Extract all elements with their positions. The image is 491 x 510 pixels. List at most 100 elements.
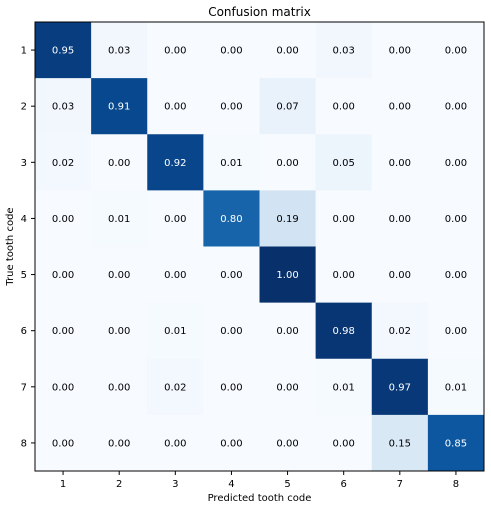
x-tick-label: 2 — [116, 479, 122, 490]
cell-value-label: 0.15 — [389, 438, 411, 449]
heatmap-cell-r4-c8 — [427, 190, 485, 247]
cell-value-label: 0.01 — [164, 326, 186, 337]
heatmap-cell-r1-c3 — [147, 22, 204, 79]
y-axis-ticks: 1 2 3 4 5 6 7 8 — [21, 46, 35, 449]
heatmap-cell-r7-c1 — [35, 358, 92, 416]
cell-value-label: 0.97 — [389, 382, 411, 393]
heatmap-cell-r8-c8 — [427, 414, 485, 472]
cell-value-label: 0.92 — [164, 158, 186, 169]
heatmap-cell-r8-c3 — [147, 414, 204, 472]
heatmap-cell-r3-c4 — [203, 134, 260, 191]
heatmap-cell-r1-c7 — [371, 22, 429, 79]
heatmap-cell-r8-c4 — [203, 414, 260, 472]
y-tick-label: 1 — [21, 46, 27, 57]
heatmap-cell-r7-c6 — [315, 358, 373, 416]
cell-value-label: 0.00 — [445, 158, 467, 169]
cell-value-label: 0.00 — [220, 270, 242, 281]
heatmap-cell-r6-c7 — [371, 302, 429, 360]
cell-value-label: 0.00 — [52, 382, 74, 393]
heatmap-cell-r6-c2 — [91, 302, 148, 360]
heatmap-cell-r1-c1 — [35, 22, 92, 79]
cell-value-label: 0.00 — [164, 102, 186, 113]
x-tick-label: 3 — [172, 479, 178, 490]
heatmap-cell-r7-c7 — [371, 358, 429, 416]
x-tick-label: 4 — [228, 479, 234, 490]
y-tick-label: 3 — [21, 158, 27, 169]
cell-value-label: 0.00 — [164, 214, 186, 225]
cell-value-label: 0.00 — [333, 438, 355, 449]
cell-value-label: 0.00 — [108, 326, 130, 337]
cell-value-label: 0.00 — [276, 46, 298, 57]
heatmap-cell-r7-c4 — [203, 358, 260, 416]
heatmap-cell-r4-c4 — [203, 190, 260, 247]
heatmap-cells — [35, 22, 485, 472]
heatmap-cell-r2-c2 — [91, 78, 148, 135]
cell-value-label: 0.00 — [389, 46, 411, 57]
cell-value-label: 0.00 — [333, 214, 355, 225]
heatmap-cell-r3-c1 — [35, 134, 92, 191]
heatmap-cell-r5-c1 — [35, 246, 92, 304]
cell-value-label: 0.00 — [276, 326, 298, 337]
cell-value-label: 0.00 — [276, 438, 298, 449]
cell-value-label: 0.00 — [389, 270, 411, 281]
heatmap-cell-r2-c1 — [35, 78, 92, 135]
y-tick-label: 8 — [21, 438, 27, 449]
heatmap-cell-r7-c8 — [427, 358, 485, 416]
cell-value-label: 0.00 — [389, 158, 411, 169]
heatmap-cell-r3-c2 — [91, 134, 148, 191]
chart-title: Confusion matrix — [208, 5, 311, 19]
cell-value-label: 0.00 — [108, 382, 130, 393]
cell-value-label: 0.00 — [276, 158, 298, 169]
cell-value-label: 0.00 — [220, 102, 242, 113]
heatmap-cell-r1-c8 — [427, 22, 485, 79]
heatmap-cell-r6-c3 — [147, 302, 204, 360]
cell-value-label: 1.00 — [276, 270, 298, 281]
x-tick-label: 6 — [341, 479, 347, 490]
cell-value-label: 0.98 — [333, 326, 355, 337]
heatmap-cell-r8-c2 — [91, 414, 148, 472]
heatmap-cell-r8-c5 — [259, 414, 317, 472]
x-axis-label: Predicted tooth code — [208, 493, 312, 504]
heatmap-cell-r4-c6 — [315, 190, 373, 247]
x-axis-ticks: 1 2 3 4 5 6 7 8 — [60, 471, 459, 490]
cell-value-label: 0.02 — [52, 158, 74, 169]
cell-value-label: 0.00 — [220, 46, 242, 57]
heatmap-cell-r2-c3 — [147, 78, 204, 135]
cell-value-label: 0.85 — [445, 438, 467, 449]
cell-value-label: 0.00 — [164, 270, 186, 281]
heatmap-cell-r5-c4 — [203, 246, 260, 304]
cell-value-label: 0.01 — [220, 158, 242, 169]
cell-value-label: 0.00 — [108, 438, 130, 449]
cell-value-label: 0.05 — [333, 158, 355, 169]
heatmap-cell-r7-c3 — [147, 358, 204, 416]
cell-value-label: 0.00 — [108, 270, 130, 281]
heatmap-cell-r5-c3 — [147, 246, 204, 304]
heatmap-cell-r5-c8 — [427, 246, 485, 304]
cell-value-label: 0.00 — [389, 214, 411, 225]
cell-value-label: 0.01 — [445, 382, 467, 393]
x-tick-label: 7 — [397, 479, 403, 490]
cell-value-label: 0.03 — [52, 102, 74, 113]
cell-value-label: 0.01 — [108, 214, 130, 225]
y-tick-label: 4 — [21, 214, 27, 225]
cell-value-label: 0.00 — [52, 438, 74, 449]
heatmap-cell-r2-c7 — [371, 78, 429, 135]
cell-value-label: 0.00 — [220, 326, 242, 337]
heatmap-cell-r7-c5 — [259, 358, 317, 416]
cell-value-label: 0.00 — [445, 270, 467, 281]
plot-frame — [34, 21, 485, 472]
heatmap-cell-r3-c8 — [427, 134, 485, 191]
cell-value-label: 0.00 — [52, 214, 74, 225]
cell-value-label: 0.19 — [276, 214, 298, 225]
heatmap-cell-r1-c4 — [203, 22, 260, 79]
cell-value-label: 0.00 — [108, 158, 130, 169]
heatmap-cell-r6-c8 — [427, 302, 485, 360]
heatmap-cell-r4-c1 — [35, 190, 92, 247]
cell-value-label: 0.03 — [108, 46, 130, 57]
heatmap-cell-r4-c7 — [371, 190, 429, 247]
heatmap-cell-r3-c6 — [315, 134, 373, 191]
heatmap-cell-r4-c2 — [91, 190, 148, 247]
cell-value-label: 0.00 — [220, 438, 242, 449]
y-tick-label: 5 — [21, 270, 27, 281]
heatmap-cell-r2-c6 — [315, 78, 373, 135]
